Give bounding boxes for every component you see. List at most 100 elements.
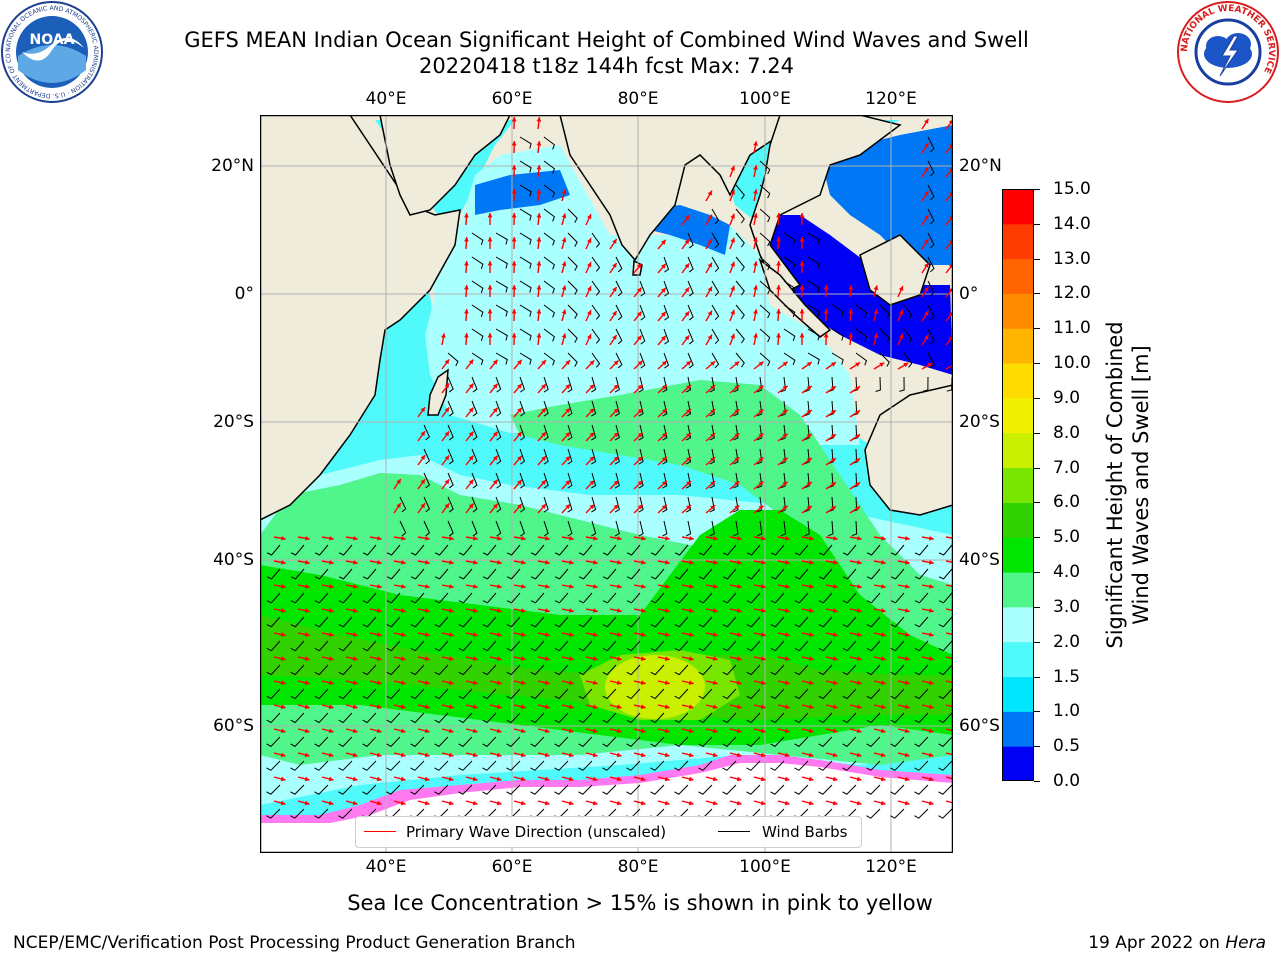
wave-direction-arrowhead (545, 535, 550, 541)
colorbar-block (1002, 572, 1034, 608)
wind-barb (290, 616, 305, 628)
wave-direction-arrowhead (830, 434, 836, 439)
wave-direction-arrowhead (304, 608, 310, 613)
wave-direction-arrowhead (734, 481, 740, 487)
wind-barb (733, 520, 739, 537)
wind-barb (927, 328, 935, 345)
wave-direction-arrowhead (855, 482, 861, 487)
wind-barb (338, 760, 353, 771)
wave-direction-arrowhead (400, 632, 406, 637)
wind-barb (495, 496, 502, 513)
wave-direction-arrowhead (857, 560, 862, 565)
wave-direction-arrowhead (497, 535, 502, 541)
wave-direction-arrowhead (424, 704, 430, 710)
lat-label-left-eq: 0° (234, 284, 254, 304)
wind-barb (530, 664, 545, 676)
wave-direction-arrowhead (784, 800, 790, 806)
wind-barb (410, 784, 425, 795)
wave-direction-arrowhead (641, 584, 646, 589)
wind-barb (458, 736, 473, 747)
wave-direction-arrowhead (905, 535, 910, 541)
wind-barb (626, 784, 641, 795)
wave-direction-arrowhead (616, 776, 622, 782)
wind-barb (626, 664, 641, 676)
wave-direction-arrowhead (832, 632, 838, 637)
wind-barb (543, 400, 549, 417)
wind-barb (543, 472, 549, 489)
wind-barb (759, 184, 771, 199)
wind-barb (746, 640, 761, 652)
wave-direction-arrowhead (637, 480, 643, 486)
wind-barb (410, 760, 425, 771)
wind-barb (851, 520, 858, 537)
colorbar-tick (1034, 711, 1040, 713)
wave-direction-arrowhead (664, 800, 670, 806)
wave-direction-arrowhead (545, 584, 550, 589)
wind-barb (543, 184, 556, 198)
wind-barb (314, 544, 329, 556)
wind-barb (362, 544, 377, 556)
wind-barb (626, 736, 641, 747)
lat-label-right-60s: 60°S (959, 716, 1000, 736)
wind-barb (638, 424, 644, 441)
wave-direction-arrowhead (905, 584, 910, 589)
wind-barb (543, 496, 549, 513)
wind-barb (266, 592, 281, 604)
wave-direction-arrowhead (760, 800, 766, 806)
wind-barb (458, 664, 473, 676)
wave-direction-arrowhead (760, 728, 766, 734)
wind-barb (423, 448, 431, 465)
wave-direction-arrowhead (448, 752, 454, 758)
wave-direction-arrowhead (541, 383, 546, 389)
wind-barb (290, 688, 305, 700)
wave-direction-arrowhead (376, 800, 382, 806)
wave-direction-arrowhead (473, 584, 478, 589)
wave-direction-arrowhead (444, 503, 450, 509)
wave-direction-arrowhead (616, 632, 622, 637)
wind-barb (543, 448, 549, 465)
wind-barb (638, 448, 644, 465)
wave-direction-arrowhead (280, 632, 286, 637)
wave-direction-arrowhead (689, 535, 694, 541)
colorbar-block (1002, 189, 1034, 225)
wave-direction-arrowhead (873, 285, 879, 291)
wave-direction-arrowhead (448, 632, 454, 637)
wind-barb (471, 448, 478, 465)
wave-direction-arrowhead (592, 632, 598, 637)
wave-direction-arrowhead (707, 214, 712, 220)
wind-barb (471, 400, 478, 417)
wind-barb (554, 568, 569, 580)
wind-barb (386, 592, 401, 604)
wind-barb (938, 784, 953, 795)
wave-direction-arrowhead (856, 632, 862, 637)
wind-barb (733, 424, 739, 441)
wind-barb (519, 376, 526, 393)
wave-direction-arrowhead (833, 560, 838, 565)
wind-barb (687, 352, 694, 369)
wind-barb (495, 232, 508, 245)
wind-barb (903, 328, 913, 344)
wave-direction-arrowhead (464, 237, 469, 242)
wind-barb (266, 664, 281, 676)
wave-direction-arrowhead (329, 584, 334, 589)
wind-barb (890, 736, 905, 747)
wave-direction-arrowhead (589, 384, 595, 390)
wave-direction-arrowhead (521, 584, 526, 589)
wind-barb (519, 328, 532, 341)
wind-barb-label: Wind Barbs (762, 823, 848, 841)
wave-direction-arrowhead (684, 263, 690, 269)
wind-barb (927, 304, 935, 321)
wind-barb (471, 280, 484, 294)
wave-direction-arrowhead (760, 752, 766, 758)
wave-direction-arrowhead (760, 608, 766, 613)
colorbar-tick (1034, 328, 1040, 330)
wave-direction-arrowhead (468, 359, 474, 365)
wave-direction-arrowhead (637, 456, 643, 462)
wind-barb (506, 616, 521, 628)
wind-barb (338, 592, 353, 604)
wind-barb (746, 760, 761, 771)
wind-barb (794, 760, 809, 771)
wind-barb (674, 784, 689, 795)
lat-label-right-40s: 40°S (959, 550, 1000, 570)
wind-barb (674, 736, 689, 747)
